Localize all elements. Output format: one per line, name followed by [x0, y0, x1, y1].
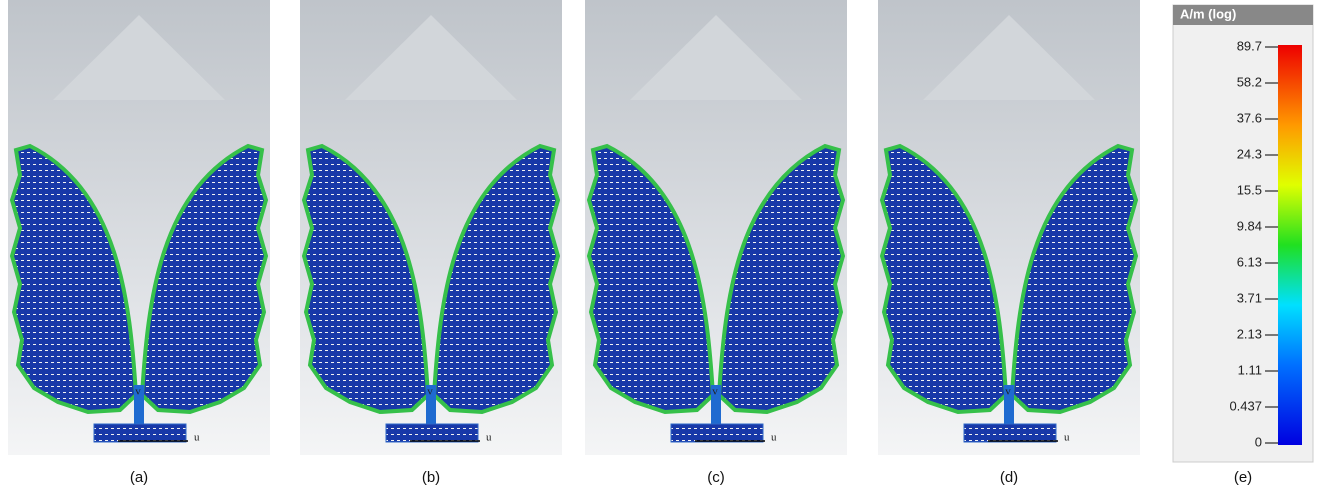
panel-label: (e)	[1234, 469, 1252, 486]
antenna-panel: v u (d)	[878, 0, 1140, 486]
colorbar-tick-label: 15.5	[1237, 182, 1262, 197]
axis-u-label: u	[486, 432, 492, 444]
colorbar: A/m (log) (e) 89.7 58.2 37.6 24.3 15.5 9.84 6.…	[1173, 5, 1313, 486]
panel-label: (d)	[1000, 469, 1018, 486]
colorbar-tick-label: 0.437	[1229, 398, 1262, 413]
colorbar-tick-label: 89.7	[1237, 38, 1262, 53]
colorbar-tick-label: 3.71	[1237, 290, 1262, 305]
colorbar-tick-label: 6.13	[1237, 254, 1262, 269]
panel-label: (c)	[707, 469, 725, 486]
antenna-panel: v u (a)	[8, 0, 270, 486]
axis-u-label: u	[194, 432, 200, 444]
colorbar-tick-label: 1.11	[1238, 362, 1262, 377]
colorbar-tick-label: 0	[1255, 434, 1262, 449]
panels: v u (a) v u (b) v u (c) v u (d)	[8, 0, 1140, 486]
figure: v u (a) v u (b) v u (c) v u (d) A/m (log) (e) 89.7 5…	[0, 0, 1324, 491]
axis-v-label: v	[712, 386, 718, 398]
page: {"panels": [ {"label": "(a)", "axis_u": …	[0, 0, 1324, 491]
panel-label: (a)	[130, 469, 148, 486]
colorbar-tick-label: 2.13	[1237, 326, 1262, 341]
colorbar-tick-label: 24.3	[1237, 146, 1262, 161]
antenna-panel: v u (b)	[300, 0, 562, 486]
panel-label: (b)	[422, 469, 440, 486]
antenna-panel: v u (c)	[585, 0, 847, 486]
axis-u-label: u	[1064, 432, 1070, 444]
axis-v-label: v	[1005, 386, 1011, 398]
colorbar-tick-label: 37.6	[1237, 110, 1262, 125]
colorbar-scale	[1278, 45, 1302, 445]
colorbar-tick-label: 58.2	[1237, 74, 1262, 89]
colorbar-title: A/m (log)	[1180, 6, 1236, 21]
axis-u-label: u	[771, 432, 777, 444]
axis-v-label: v	[427, 386, 433, 398]
colorbar-tick-label: 9.84	[1237, 218, 1262, 233]
axis-v-label: v	[135, 386, 141, 398]
